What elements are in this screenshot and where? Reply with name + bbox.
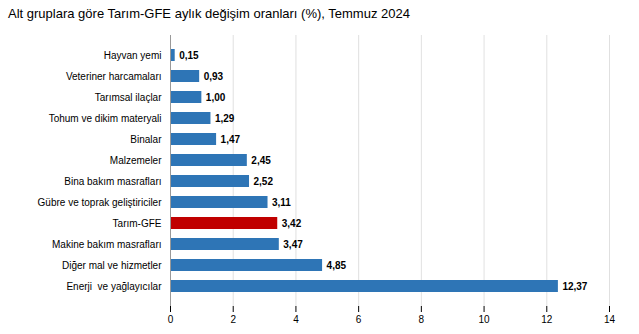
svg-text:1,00: 1,00 — [206, 92, 226, 103]
svg-text:Enerji ve yağlayıcılar: Enerji ve yağlayıcılar — [66, 281, 162, 292]
svg-text:8: 8 — [419, 314, 425, 325]
svg-text:4: 4 — [293, 314, 299, 325]
svg-text:Tarımsal ilaçlar: Tarımsal ilaçlar — [95, 92, 162, 103]
svg-text:Malzemeler: Malzemeler — [110, 155, 162, 166]
svg-text:1,29: 1,29 — [215, 113, 235, 124]
svg-text:Makine bakım masrafları: Makine bakım masrafları — [52, 239, 161, 250]
svg-text:2,52: 2,52 — [254, 176, 274, 187]
svg-text:Veteriner harcamaları: Veteriner harcamaları — [66, 71, 162, 82]
svg-text:Hayvan yemi: Hayvan yemi — [104, 50, 162, 61]
svg-text:3,11: 3,11 — [272, 197, 291, 208]
svg-text:3,47: 3,47 — [283, 239, 303, 250]
svg-text:Tohum ve dikim materyali: Tohum ve dikim materyali — [49, 113, 162, 124]
svg-text:0,93: 0,93 — [204, 71, 224, 82]
svg-text:3,42: 3,42 — [282, 218, 302, 229]
svg-text:14: 14 — [604, 314, 616, 325]
svg-text:0,15: 0,15 — [179, 50, 199, 61]
svg-text:Gübre ve toprak geliştiriciler: Gübre ve toprak geliştiriciler — [38, 197, 163, 208]
svg-text:0: 0 — [168, 314, 174, 325]
svg-text:Tarım-GFE: Tarım-GFE — [113, 218, 162, 229]
svg-text:Diğer mal ve hizmetler: Diğer mal ve hizmetler — [62, 260, 162, 271]
svg-text:2,45: 2,45 — [251, 155, 271, 166]
svg-text:Binalar: Binalar — [130, 134, 162, 145]
svg-text:4,85: 4,85 — [327, 260, 347, 271]
svg-text:12,37: 12,37 — [562, 281, 587, 292]
svg-text:1,47: 1,47 — [221, 134, 241, 145]
html-text:Alt gruplara göre Tarım-GFE ay: Alt gruplara göre Tarım-GFE aylık değişi… — [8, 6, 410, 21]
svg-text:2: 2 — [230, 314, 236, 325]
svg-text:10: 10 — [479, 314, 491, 325]
svg-text:6: 6 — [356, 314, 362, 325]
svg-text:12: 12 — [541, 314, 553, 325]
svg-text:Bina bakım masrafları: Bina bakım masrafları — [64, 176, 161, 187]
